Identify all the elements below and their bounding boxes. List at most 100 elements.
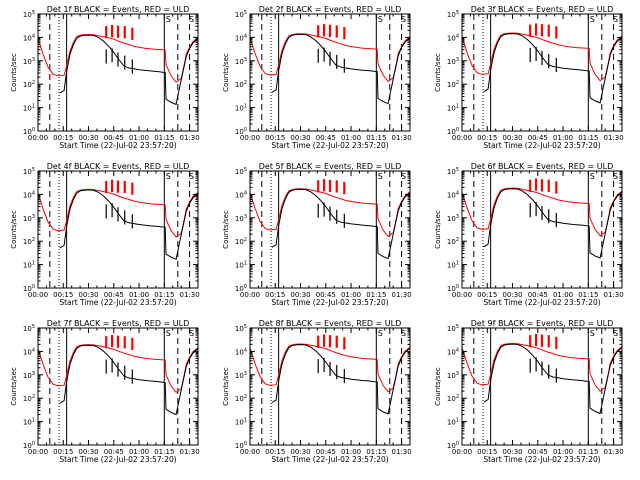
panel-det-5: 100 101 102 103 104 105 00:00 00:15 00:30 00:45 01…: [222, 162, 412, 307]
x-tick-label: 00:30: [502, 291, 522, 299]
x-axis-label: Start Time (22-Jul-02 23:57:20): [59, 141, 176, 150]
x-tick-label: 00:15: [477, 448, 497, 456]
y-tick-label: 101: [447, 261, 459, 270]
y-tick-label: 102: [23, 237, 35, 246]
annotation-mark: S: [401, 15, 406, 24]
y-tick-label: 104: [23, 33, 35, 42]
plot-area: [250, 328, 410, 445]
annotation-mark: S: [166, 172, 171, 181]
panel-det-2: 100 101 102 103 104 105 00:00 00:15 00:30 00:45 01…: [222, 5, 412, 150]
x-axis-label: Start Time (22-Jul-02 23:57:20): [59, 455, 176, 464]
annotation-mark: S: [401, 329, 406, 338]
annotation-mark: S: [613, 329, 618, 338]
y-tick-label: 101: [23, 104, 35, 113]
y-tick-label: 103: [447, 57, 459, 66]
y-tick-label: 103: [23, 214, 35, 223]
x-tick-label: 00:45: [316, 134, 336, 142]
x-tick-label: 00:30: [502, 134, 522, 142]
annotation-mark: S: [378, 172, 383, 181]
plot-area: [38, 328, 198, 445]
uld-series-line: [38, 344, 198, 393]
x-tick-label: 01:15: [578, 448, 598, 456]
uld-series-line: [38, 188, 198, 238]
y-tick-label: 104: [23, 347, 35, 356]
x-tick-label: 00:45: [528, 291, 548, 299]
y-tick-label: 103: [23, 57, 35, 66]
x-tick-label: 01:30: [603, 448, 623, 456]
panel-title: Det 2f BLACK = Events, RED = ULD: [259, 5, 402, 14]
y-tick-label: 104: [447, 190, 459, 199]
panel-title: Det 6f BLACK = Events, RED = ULD: [471, 162, 614, 171]
x-axis-label: Start Time (22-Jul-02 23:57:20): [271, 141, 388, 150]
annotation-mark: S: [189, 329, 194, 338]
x-tick-label: 01:30: [179, 448, 199, 456]
x-tick-label: 00:45: [104, 134, 124, 142]
plot-frame: [249, 170, 411, 289]
y-tick-label: 101: [235, 261, 247, 270]
annotation-mark: S: [590, 15, 595, 24]
x-tick-label: 00:15: [477, 134, 497, 142]
x-axis-label: Start Time (22-Jul-02 23:57:20): [483, 141, 600, 150]
panel-title: Det 9f BLACK = Events, RED = ULD: [471, 319, 614, 328]
y-tick-label: 100: [23, 284, 35, 293]
y-tick-label: 104: [447, 347, 459, 356]
y-tick-label: 101: [23, 418, 35, 427]
plot-area: [250, 171, 410, 288]
y-tick-label: 100: [235, 441, 247, 450]
annotation-mark: S: [166, 15, 171, 24]
y-tick-label: 102: [235, 237, 247, 246]
events-series-line: [271, 344, 410, 415]
x-tick-label: 01:15: [154, 134, 174, 142]
y-tick-label: 105: [235, 324, 247, 333]
annotation-mark: S: [166, 329, 171, 338]
x-tick-label: 00:30: [78, 448, 98, 456]
x-tick-label: 01:30: [179, 291, 199, 299]
uld-series-line: [462, 342, 622, 392]
plot-frame: [249, 327, 411, 446]
panel-det-8: 100 101 102 103 104 105 00:00 00:15 00:30 00:45 01…: [222, 319, 412, 464]
x-tick-label: 00:15: [53, 448, 73, 456]
x-tick-label: 00:15: [477, 291, 497, 299]
y-tick-label: 105: [235, 167, 247, 176]
y-tick-label: 103: [447, 371, 459, 380]
uld-series-line: [462, 187, 622, 237]
x-tick-label: 00:45: [316, 291, 336, 299]
x-tick-label: 01:00: [129, 448, 149, 456]
plot-area: [462, 14, 622, 131]
y-axis-label: Counts/sec: [434, 210, 442, 249]
x-tick-label: 00:45: [104, 448, 124, 456]
x-tick-label: 00:30: [78, 291, 98, 299]
panel-title: Det 5f BLACK = Events, RED = ULD: [259, 162, 402, 171]
plot-area: [38, 14, 198, 131]
y-axis-label: Counts/sec: [222, 53, 230, 92]
y-tick-label: 103: [235, 214, 247, 223]
x-tick-label: 00:00: [240, 291, 260, 299]
events-series-line: [59, 189, 198, 260]
annotation-mark: S: [189, 172, 194, 181]
x-tick-label: 00:45: [528, 134, 548, 142]
y-tick-label: 102: [23, 394, 35, 403]
plot-frame: [461, 327, 623, 446]
y-tick-label: 102: [235, 394, 247, 403]
x-tick-label: 01:15: [578, 291, 598, 299]
x-tick-label: 01:30: [603, 291, 623, 299]
plot-frame: [249, 13, 411, 132]
y-tick-label: 104: [235, 33, 247, 42]
panel-det-9: 100 101 102 103 104 105 00:00 00:15 00:30 00:45 01…: [434, 319, 624, 464]
y-tick-label: 101: [235, 418, 247, 427]
x-tick-label: 01:30: [391, 291, 411, 299]
y-tick-label: 100: [447, 127, 459, 136]
y-axis-label: Counts/sec: [10, 210, 18, 249]
annotation-mark: S: [613, 15, 618, 24]
x-tick-label: 01:30: [391, 134, 411, 142]
y-tick-label: 101: [447, 104, 459, 113]
x-tick-label: 00:00: [240, 448, 260, 456]
y-tick-label: 105: [235, 10, 247, 19]
panel-title: Det 3f BLACK = Events, RED = ULD: [471, 5, 614, 14]
y-tick-label: 105: [447, 324, 459, 333]
x-tick-label: 01:15: [154, 448, 174, 456]
y-axis-label: Counts/sec: [222, 367, 230, 406]
x-tick-label: 00:00: [28, 134, 48, 142]
panel-det-6: 100 101 102 103 104 105 00:00 00:15 00:30 00:45 01…: [434, 162, 624, 307]
panel-title: Det 1f BLACK = Events, RED = ULD: [47, 5, 190, 14]
